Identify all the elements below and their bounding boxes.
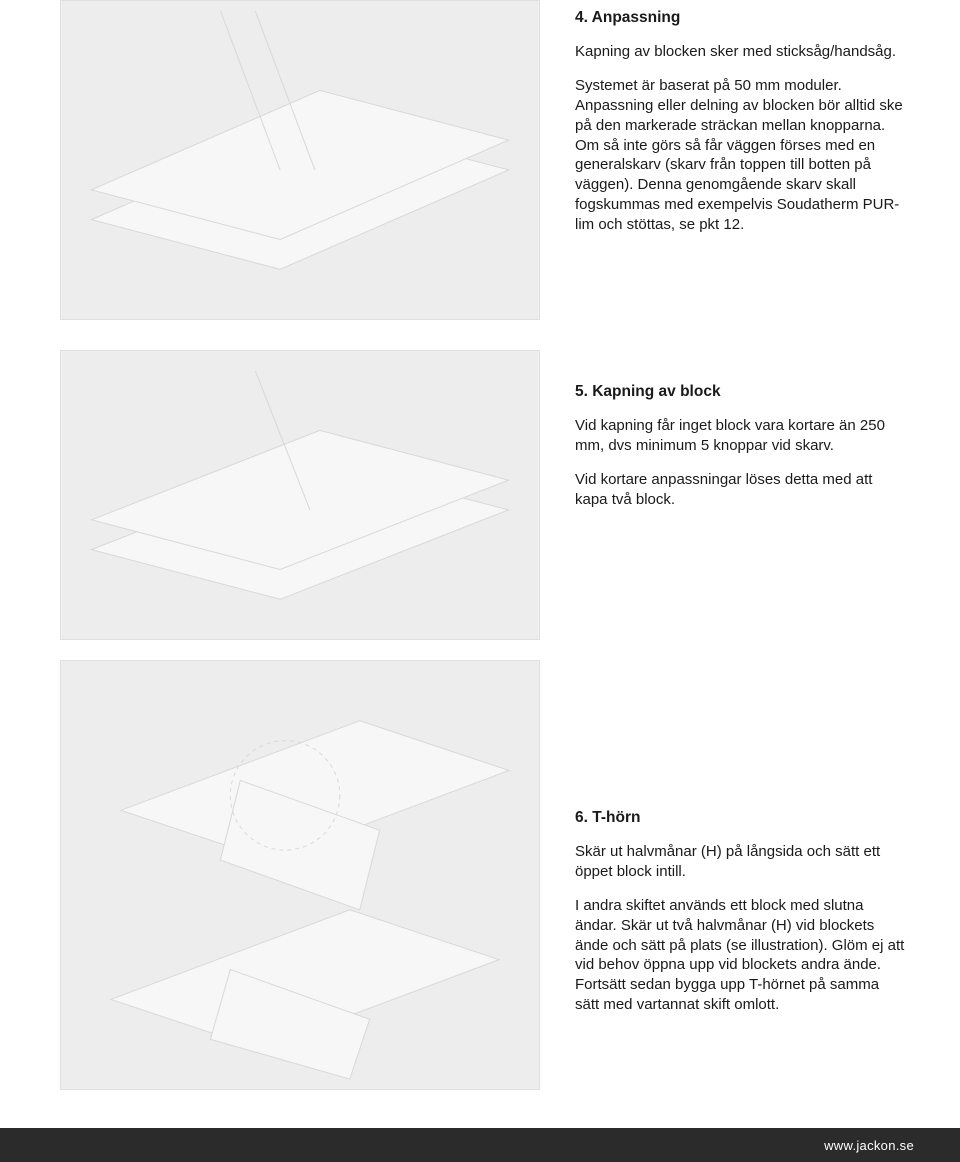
figure-4-placeholder-svg [61,1,539,319]
section-5-paragraph-2: Vid kortare anpassningar löses detta med… [575,470,905,510]
section-5-heading: 5. Kapning av block [575,382,905,402]
figure-6-placeholder-svg [61,661,539,1089]
figure-4-illustration [60,0,540,320]
section-6-paragraph-1: Skär ut halvmånar (H) på långsida och sä… [575,842,905,882]
section-6-paragraph-2: I andra skiftet används ett block med sl… [575,896,905,1015]
figure-5-illustration [60,350,540,640]
section-4-heading: 4. Anpassning [575,8,905,28]
section-5-text: 5. Kapning av block Vid kapning får inge… [575,382,905,524]
page: 4. Anpassning Kapning av blocken sker me… [0,0,960,1162]
section-6-heading: 6. T-hörn [575,808,905,828]
section-4-paragraph-2: Systemet är baserat på 50 mm moduler. An… [575,76,905,234]
section-5-paragraph-1: Vid kapning får inget block vara kortare… [575,416,905,456]
section-4-paragraph-1: Kapning av blocken sker med sticksåg/han… [575,42,905,62]
footer-url: www.jackon.se [824,1138,914,1153]
figure-6-illustration [60,660,540,1090]
section-4-text: 4. Anpassning Kapning av blocken sker me… [575,8,905,249]
figure-5-placeholder-svg [61,351,539,639]
section-6-text: 6. T-hörn Skär ut halvmånar (H) på långs… [575,808,905,1029]
page-footer: www.jackon.se [0,1128,960,1162]
